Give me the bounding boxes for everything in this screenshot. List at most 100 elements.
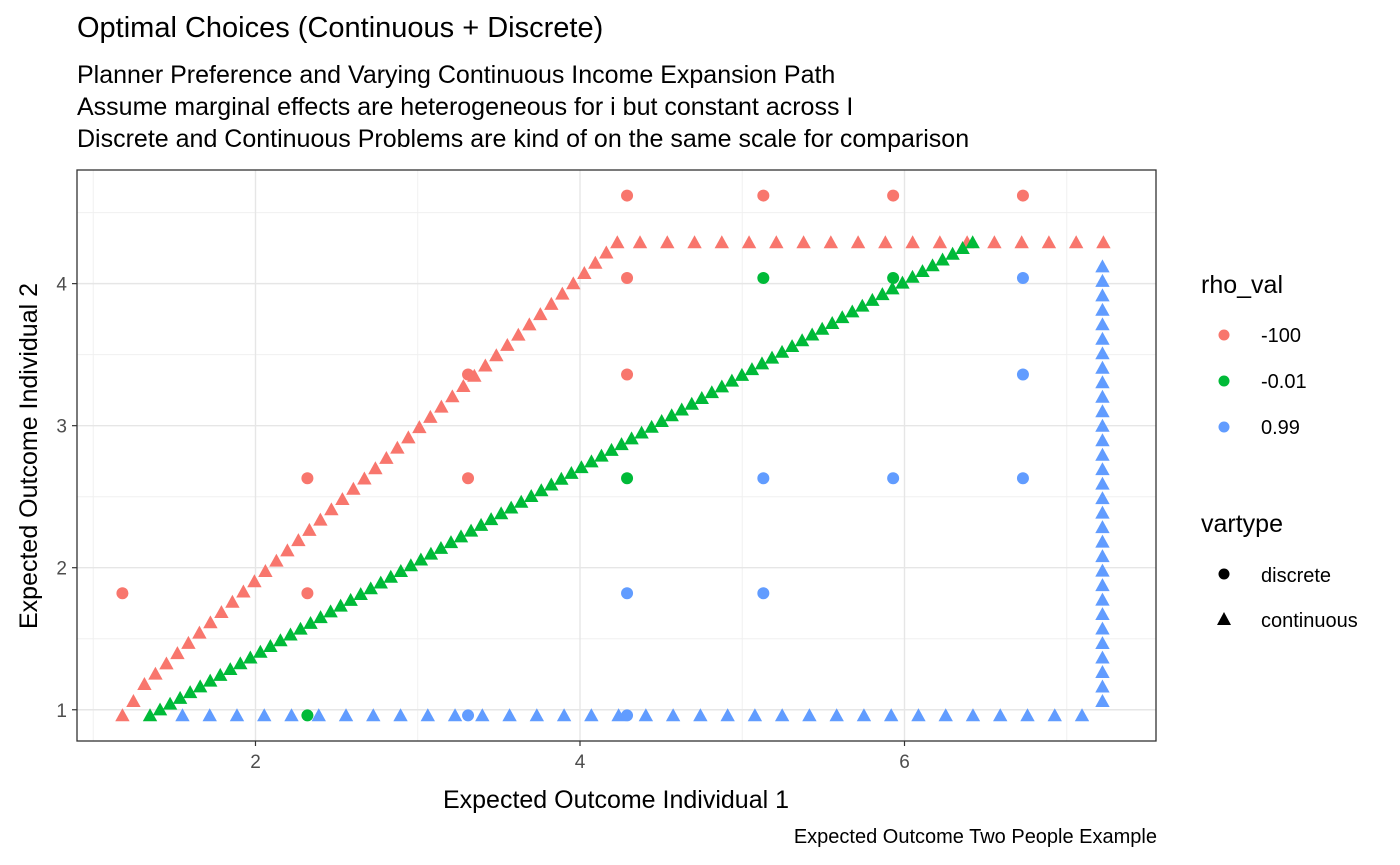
continuous-point-rho-neg001 — [784, 339, 800, 353]
continuous-point-rho-neg001 — [423, 546, 439, 560]
continuous-point-rho-099 — [693, 708, 708, 722]
continuous-point-rho-neg001 — [614, 437, 629, 451]
continuous-point-rho-neg001 — [634, 425, 649, 439]
continuous-point-rho-neg001 — [192, 679, 208, 693]
continuous-point-rho-neg001 — [243, 650, 258, 664]
continuous-point-rho-neg001 — [664, 408, 679, 422]
x-tick-label: 6 — [899, 752, 910, 773]
continuous-point-rho-099 — [1095, 462, 1110, 476]
legend: rho_val -100 -0.01 0.99 vartype discrete… — [1201, 271, 1358, 632]
continuous-point-rho-neg001 — [534, 483, 549, 497]
continuous-point-rho-neg001 — [845, 304, 860, 318]
continuous-point-rho-099 — [447, 708, 463, 722]
continuous-point-rho-099 — [393, 708, 408, 722]
legend-label-rho-neg001: -0.01 — [1261, 371, 1307, 393]
discrete-point-rho-neg100 — [116, 587, 129, 600]
legend-label-rho-099: 0.99 — [1261, 417, 1300, 439]
continuous-point-rho-neg100 — [478, 358, 493, 372]
continuous-point-rho-neg001 — [403, 558, 419, 572]
legend-color-key — [1218, 375, 1230, 387]
continuous-point-rho-neg001 — [574, 460, 589, 474]
continuous-point-rho-neg001 — [684, 396, 699, 410]
continuous-point-rho-neg001 — [825, 315, 840, 329]
continuous-point-rho-neg001 — [544, 477, 559, 491]
continuous-point-rho-neg100 — [687, 235, 702, 249]
continuous-point-rho-099 — [1095, 592, 1110, 606]
continuous-point-rho-neg100 — [533, 307, 548, 321]
continuous-point-rho-neg100 — [434, 399, 449, 413]
continuous-point-rho-neg100 — [769, 235, 784, 249]
continuous-point-rho-neg001 — [182, 685, 198, 699]
continuous-point-rho-099 — [338, 708, 354, 722]
continuous-point-rho-099 — [1095, 360, 1110, 374]
continuous-point-rho-neg001 — [463, 523, 479, 537]
continuous-point-rho-neg001 — [654, 414, 669, 428]
continuous-point-rho-neg100 — [741, 235, 757, 249]
continuous-point-rho-099 — [502, 708, 517, 722]
discrete-point-rho-neg100 — [462, 472, 475, 485]
continuous-point-rho-099 — [1095, 375, 1110, 389]
continuous-point-rho-neg001 — [704, 385, 720, 399]
legend-color-title: rho_val — [1201, 271, 1283, 299]
continuous-point-rho-neg100 — [236, 584, 251, 598]
continuous-point-rho-099 — [802, 708, 817, 722]
continuous-point-rho-neg001 — [363, 581, 378, 595]
continuous-point-rho-099 — [1095, 694, 1110, 707]
continuous-point-rho-neg100 — [445, 389, 460, 403]
continuous-point-rho-neg001 — [213, 667, 228, 681]
continuous-point-rho-neg001 — [965, 235, 980, 249]
continuous-point-rho-neg001 — [413, 552, 429, 566]
continuous-point-rho-099 — [1095, 665, 1110, 679]
continuous-point-rho-099 — [1095, 650, 1110, 664]
continuous-point-rho-099 — [993, 708, 1008, 722]
continuous-point-rho-neg100 — [500, 337, 515, 351]
legend-label-discrete: discrete — [1261, 565, 1331, 587]
discrete-point-rho-099 — [462, 709, 475, 722]
discrete-point-rho-neg100 — [1016, 189, 1029, 202]
continuous-point-rho-neg001 — [905, 269, 920, 283]
continuous-point-rho-neg100 — [302, 522, 317, 536]
continuous-point-rho-neg100 — [555, 286, 570, 300]
continuous-point-rho-099 — [1095, 389, 1110, 403]
continuous-point-rho-099 — [747, 708, 763, 722]
continuous-point-rho-neg001 — [624, 431, 639, 445]
continuous-point-rho-099 — [1095, 520, 1110, 534]
continuous-point-rho-neg001 — [172, 690, 188, 704]
continuous-point-rho-neg100 — [269, 553, 284, 567]
continuous-point-rho-neg001 — [734, 367, 750, 381]
data-marks — [115, 189, 1111, 722]
continuous-point-rho-neg001 — [895, 275, 910, 289]
continuous-point-rho-neg001 — [473, 517, 489, 531]
continuous-point-rho-neg100 — [714, 235, 730, 249]
continuous-point-rho-neg001 — [885, 281, 900, 295]
continuous-point-rho-099 — [1095, 607, 1110, 621]
continuous-point-rho-neg001 — [453, 529, 469, 543]
continuous-point-rho-neg100 — [401, 430, 416, 444]
legend-label-continuous: continuous — [1261, 610, 1358, 632]
continuous-point-rho-099 — [366, 708, 381, 722]
continuous-point-rho-neg001 — [955, 241, 970, 254]
discrete-point-rho-neg100 — [887, 189, 900, 202]
continuous-point-rho-neg001 — [493, 506, 509, 520]
continuous-point-rho-099 — [1095, 534, 1110, 548]
continuous-point-rho-099 — [829, 708, 844, 722]
continuous-point-rho-099 — [1095, 549, 1110, 563]
continuous-point-rho-neg001 — [584, 454, 599, 468]
continuous-point-rho-neg001 — [814, 321, 830, 335]
continuous-point-rho-099 — [175, 708, 190, 722]
continuous-point-rho-neg100 — [905, 235, 920, 249]
continuous-point-rho-neg100 — [566, 276, 581, 290]
continuous-point-rho-099 — [556, 708, 572, 722]
legend-color-key — [1218, 421, 1230, 433]
y-tick-label: 2 — [56, 559, 67, 580]
continuous-point-rho-neg100 — [192, 625, 207, 639]
x-tick-label: 2 — [250, 752, 261, 773]
continuous-point-rho-neg001 — [554, 471, 569, 485]
continuous-point-rho-neg100 — [632, 235, 648, 249]
continuous-point-rho-neg100 — [1068, 235, 1084, 249]
discrete-point-rho-neg100 — [757, 189, 770, 202]
continuous-point-rho-neg001 — [835, 310, 850, 324]
continuous-point-rho-neg001 — [754, 356, 770, 370]
chart-subtitle-line-1: Planner Preference and Varying Continuou… — [77, 61, 836, 89]
